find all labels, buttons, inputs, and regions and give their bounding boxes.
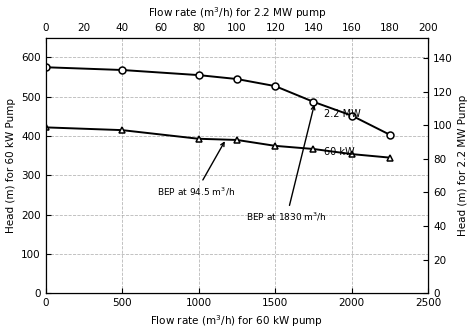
Text: BEP at 94.5 m$^3$/h: BEP at 94.5 m$^3$/h: [157, 142, 236, 198]
Y-axis label: Head (m) for 2.2 MW Pump: Head (m) for 2.2 MW Pump: [458, 95, 468, 236]
Text: 2.2 MW: 2.2 MW: [324, 110, 361, 119]
Text: BEP at 1830 m$^3$/h: BEP at 1830 m$^3$/h: [246, 106, 327, 223]
Text: 60 kW: 60 kW: [324, 147, 355, 157]
X-axis label: Flow rate (m$^3$/h) for 2.2 MW pump: Flow rate (m$^3$/h) for 2.2 MW pump: [148, 6, 326, 21]
X-axis label: Flow rate (m$^3$/h) for 60 kW pump: Flow rate (m$^3$/h) for 60 kW pump: [150, 314, 323, 329]
Y-axis label: Head (m) for 60 kW Pump: Head (m) for 60 kW Pump: [6, 98, 16, 233]
